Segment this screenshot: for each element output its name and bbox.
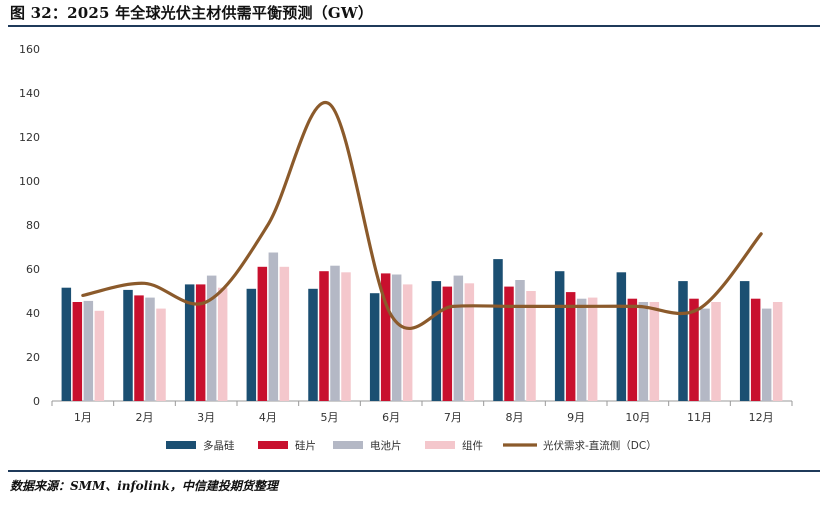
x-tick-label: 12月 <box>749 411 774 424</box>
bar <box>145 297 155 401</box>
bar <box>308 288 318 401</box>
bar <box>649 302 660 401</box>
y-tick-label: 100 <box>19 175 40 188</box>
y-tick-label: 60 <box>26 263 40 276</box>
bar <box>257 266 268 401</box>
bar <box>689 298 699 401</box>
y-tick-label: 80 <box>26 219 40 232</box>
legend: 多晶硅 硅片 电池片 组件 光伏需求-直流侧（DC） <box>166 439 657 452</box>
source-note: 数据来源：SMM、infolink，中信建投期货整理 <box>10 479 278 493</box>
bar <box>554 271 565 401</box>
chart-title: 图 32：2025 年全球光伏主材供需平衡预测（GW） <box>10 4 374 22</box>
x-tick-label: 9月 <box>567 411 585 424</box>
x-tick-label: 8月 <box>506 411 524 424</box>
bar <box>94 310 105 401</box>
x-tick-label: 10月 <box>625 411 650 424</box>
legend-swatch <box>425 441 455 449</box>
x-tick-label: 2月 <box>136 411 154 424</box>
legend-label: 硅片 <box>295 439 316 452</box>
bar <box>72 302 83 401</box>
bar <box>206 275 217 401</box>
bar <box>576 298 587 401</box>
bar <box>678 281 688 401</box>
bar <box>761 308 772 401</box>
bar <box>464 283 475 401</box>
bar <box>123 289 133 401</box>
x-tick-label: 6月 <box>382 411 400 424</box>
footer-rule <box>8 470 820 472</box>
bar <box>184 284 195 401</box>
bar <box>504 286 514 401</box>
bar <box>493 259 503 401</box>
bar <box>700 308 710 401</box>
bar <box>217 287 228 401</box>
bar <box>627 298 638 401</box>
series-line <box>81 100 763 331</box>
bar <box>565 292 576 401</box>
bar <box>638 302 649 401</box>
bar <box>453 275 464 401</box>
bar <box>526 291 536 401</box>
bar <box>330 265 340 401</box>
chart-axes: 0 20 40 60 80 100 120 140 160 1月 2月 3月 4月 5月 6月 7月 8月 9月 1… <box>19 43 793 424</box>
bar <box>268 252 279 401</box>
bar <box>134 295 144 401</box>
bar <box>587 297 598 401</box>
bar <box>750 298 761 401</box>
bar <box>246 288 257 401</box>
y-tick-label: 0 <box>33 395 40 408</box>
bar <box>616 272 627 401</box>
legend-label: 电池片 <box>370 439 402 452</box>
bar <box>279 266 290 401</box>
legend-swatch <box>166 441 196 449</box>
bar <box>391 274 402 401</box>
bar <box>341 272 351 401</box>
x-tick-label: 4月 <box>259 411 277 424</box>
bar-series <box>61 252 783 401</box>
bar <box>156 308 166 401</box>
bar <box>772 302 783 401</box>
bar <box>431 281 442 401</box>
y-tick-label: 20 <box>26 351 40 364</box>
x-tick-label: 1月 <box>74 411 92 424</box>
line-series <box>81 100 763 331</box>
bar <box>195 284 206 401</box>
x-tick-label: 5月 <box>321 411 339 424</box>
y-tick-label: 40 <box>26 307 40 320</box>
y-tick-label: 160 <box>19 43 40 56</box>
title-rule <box>8 25 820 27</box>
y-tick-label: 140 <box>19 87 40 100</box>
x-tick-label: 11月 <box>687 411 712 424</box>
bar <box>442 286 453 401</box>
chart-area: 0 20 40 60 80 100 120 140 160 1月 2月 3月 4月 5月 6月 7月 8月 9月 1… <box>19 43 793 452</box>
legend-swatch <box>333 441 363 449</box>
bar <box>402 284 413 401</box>
bar <box>61 287 72 401</box>
bar <box>380 273 391 401</box>
legend-label: 多晶硅 <box>203 439 235 452</box>
legend-label: 光伏需求-直流侧（DC） <box>543 439 657 452</box>
x-tick-label: 3月 <box>197 411 215 424</box>
bar <box>319 271 329 401</box>
bar <box>711 302 721 401</box>
legend-swatch <box>258 441 288 449</box>
y-tick-label: 120 <box>19 131 40 144</box>
x-tick-label: 7月 <box>444 411 462 424</box>
bar <box>83 300 94 401</box>
bar <box>739 281 750 401</box>
bar <box>515 280 525 401</box>
legend-label: 组件 <box>462 439 483 452</box>
bar <box>369 293 380 401</box>
